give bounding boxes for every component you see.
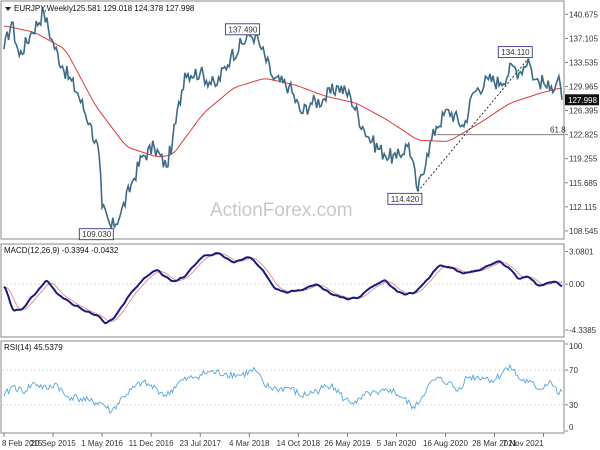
x-tick-label: 7 Nov 2021 xyxy=(503,439,544,448)
current-price-label: 127.998 xyxy=(568,96,597,105)
x-tick-label: 26 May 2019 xyxy=(324,439,371,448)
price-tick-label: 115.685 xyxy=(569,179,598,188)
macd-tick-label: 3.0801 xyxy=(569,248,594,257)
price-tick-label: 108.545 xyxy=(569,227,598,236)
price-tick-label: 112.115 xyxy=(569,203,597,212)
rsi-y-axis: 100 70 30 0 xyxy=(565,342,583,432)
trend-line xyxy=(417,58,529,192)
price-tick-label: 133.535 xyxy=(569,58,598,67)
macd-line xyxy=(3,251,563,325)
macd-y-axis: 3.0801 0.00 -4.3385 xyxy=(565,248,597,335)
price-y-axis: 140.675 137.105 133.535 129.965 126.395 122.8… xyxy=(565,10,598,236)
x-tick-label: 11 Dec 2016 xyxy=(129,439,174,448)
x-tick-label: 4 Mar 2018 xyxy=(229,439,270,448)
fib-61-8-label: 61.8 xyxy=(550,126,566,135)
macd-tick-label: 0.00 xyxy=(569,280,585,289)
annotation-label: 137.490 xyxy=(228,25,257,34)
price-panel: ActionForex.com 140.675 137.105 133.535 129… xyxy=(0,0,599,241)
rsi-panel: 100 70 30 0 RSI(14) 45.5379 xyxy=(0,340,583,434)
price-annotations: 137.490 109.030 114.420 134.110 xyxy=(78,23,533,241)
x-tick-label: 16 Aug 2020 xyxy=(423,439,468,448)
rsi-tick-label: 30 xyxy=(569,401,578,410)
current-price-box: 127.998 xyxy=(565,94,599,106)
symbol-label: EURJPY,Weekly xyxy=(14,4,73,13)
x-tick-label: 14 Oct 2018 xyxy=(277,439,321,448)
rsi-tick-label: 100 xyxy=(569,342,583,351)
x-tick-label: 1 May 2016 xyxy=(81,439,123,448)
price-tick-label: 140.675 xyxy=(569,10,598,19)
dropdown-triangle-icon[interactable] xyxy=(5,7,11,11)
annotation-box xyxy=(497,46,533,59)
price-tick-label: 122.825 xyxy=(569,131,598,140)
price-tick-label: 129.965 xyxy=(569,83,598,92)
macd-tick-label: -4.3385 xyxy=(569,326,597,335)
x-tick-label: 23 Jul 2017 xyxy=(180,439,222,448)
x-tick-label: 20 Sep 2015 xyxy=(30,439,76,448)
price-tick-label: 126.395 xyxy=(569,107,598,116)
annotation-box xyxy=(387,192,423,205)
annotation-box xyxy=(224,23,260,36)
rsi-label: RSI(14) 45.5379 xyxy=(4,343,63,352)
annotation-box xyxy=(78,228,114,241)
macd-label: MACD(12,26,9) -0.3394 -0.0432 xyxy=(4,246,119,255)
rsi-grid xyxy=(2,369,563,406)
x-tick-label: 8 Feb 2015 xyxy=(2,439,43,448)
annotation-label: 134.110 xyxy=(501,48,530,57)
watermark: ActionForex.com xyxy=(210,200,353,221)
rsi-line xyxy=(3,363,563,414)
macd-panel: 3.0801 0.00 -4.3385 MACD(12,26,9) -0.3394 … xyxy=(0,243,597,338)
price-line xyxy=(3,5,563,231)
ohlc-label: 125.581 129.018 124.378 127.998 xyxy=(72,4,195,13)
x-tick-label: 5 Jan 2020 xyxy=(377,439,417,448)
annotation-label: 114.420 xyxy=(391,195,420,204)
rsi-tick-label: 70 xyxy=(569,366,578,375)
price-tick-label: 137.105 xyxy=(569,34,598,43)
price-header: EURJPY,Weekly 125.581 129.018 124.378 12… xyxy=(5,4,195,13)
rsi-tick-label: 0 xyxy=(569,423,574,432)
price-tick-label: 119.255 xyxy=(569,155,598,164)
annotation-label: 109.030 xyxy=(82,230,111,239)
x-tick-label: 28 Mar 2021 xyxy=(472,439,517,448)
current-price-rect xyxy=(565,94,599,106)
